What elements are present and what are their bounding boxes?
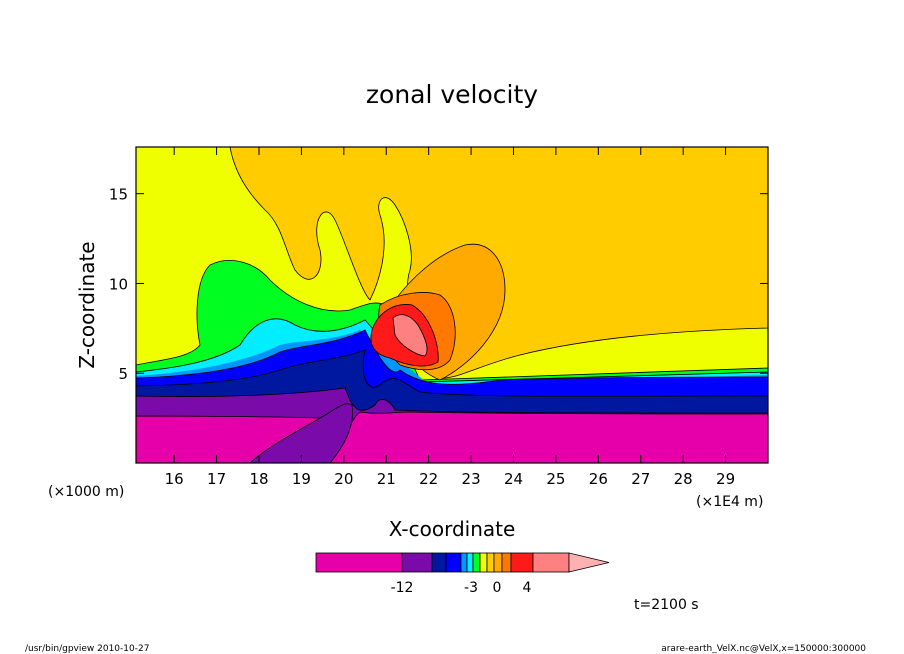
x-tick-label: 18 <box>249 470 268 488</box>
colorbar-overflow-arrow <box>568 552 610 573</box>
colorbar-tick-label-3: 4 <box>523 580 532 596</box>
plot-frame <box>135 146 769 464</box>
x-tick-label: 19 <box>292 470 311 488</box>
colorbar-segment <box>510 552 534 573</box>
colorbar-tick-label-2: 0 <box>493 580 502 596</box>
time-label: t=2100 s <box>634 597 699 613</box>
x-tick-label: 20 <box>334 470 353 488</box>
x-tick-label: 24 <box>504 470 523 488</box>
x-tick-label: 29 <box>716 470 735 488</box>
contour-field <box>136 147 768 463</box>
x-tick-label: 28 <box>674 470 693 488</box>
chart-title: zonal velocity <box>366 80 538 109</box>
colorbar-segment <box>431 552 447 573</box>
colorbar-segment <box>479 552 488 573</box>
x-unit-right: (×1E4 m) <box>696 494 763 510</box>
contour-band-pink <box>392 314 428 357</box>
colorbar-tick-label-0: -12 <box>391 580 414 596</box>
colorbar-segment <box>486 552 495 573</box>
x-tick-label: 23 <box>462 470 481 488</box>
y-tick-label: 10 <box>109 275 128 293</box>
x-tick-label: 25 <box>546 470 565 488</box>
colorbar-segment <box>315 552 403 573</box>
y-axis-label: Z-coordinate <box>75 241 99 368</box>
x-tick-label: 17 <box>207 470 226 488</box>
footer-right: arare-earth_VelX.nc@VelX,x=150000:300000 <box>661 644 866 654</box>
colorbar-segment <box>445 552 462 573</box>
x-tick-label: 22 <box>419 470 438 488</box>
colorbar-segment <box>532 552 570 573</box>
x-axis: 16 17 18 19 20 21 22 23 24 25 26 27 28 29 <box>165 147 735 488</box>
colorbar-segment <box>460 552 468 573</box>
y-tick-label: 15 <box>109 186 128 204</box>
contour-band-magenta <box>136 411 768 463</box>
contour-band-purple-tongue <box>249 403 353 463</box>
colorbar <box>315 552 610 573</box>
x-tick-label: 16 <box>165 470 184 488</box>
colorbar-segment <box>501 552 512 573</box>
colorbar-segment <box>401 552 433 573</box>
y-tick-label: 5 <box>118 365 128 383</box>
colorbar-segment <box>472 552 481 573</box>
x-tick-label: 27 <box>631 470 650 488</box>
x-axis-label: X-coordinate <box>389 517 516 541</box>
colorbar-tick-label-1: -3 <box>464 580 478 596</box>
y-axis: 5 10 15 <box>109 186 768 383</box>
x-tick-label: 26 <box>589 470 608 488</box>
colorbar-segment <box>493 552 503 573</box>
x-unit-left: (×1000 m) <box>48 484 124 500</box>
footer-left: /usr/bin/gpview 2010-10-27 <box>25 644 149 654</box>
colorbar-segment <box>466 552 474 573</box>
x-tick-label: 21 <box>377 470 396 488</box>
